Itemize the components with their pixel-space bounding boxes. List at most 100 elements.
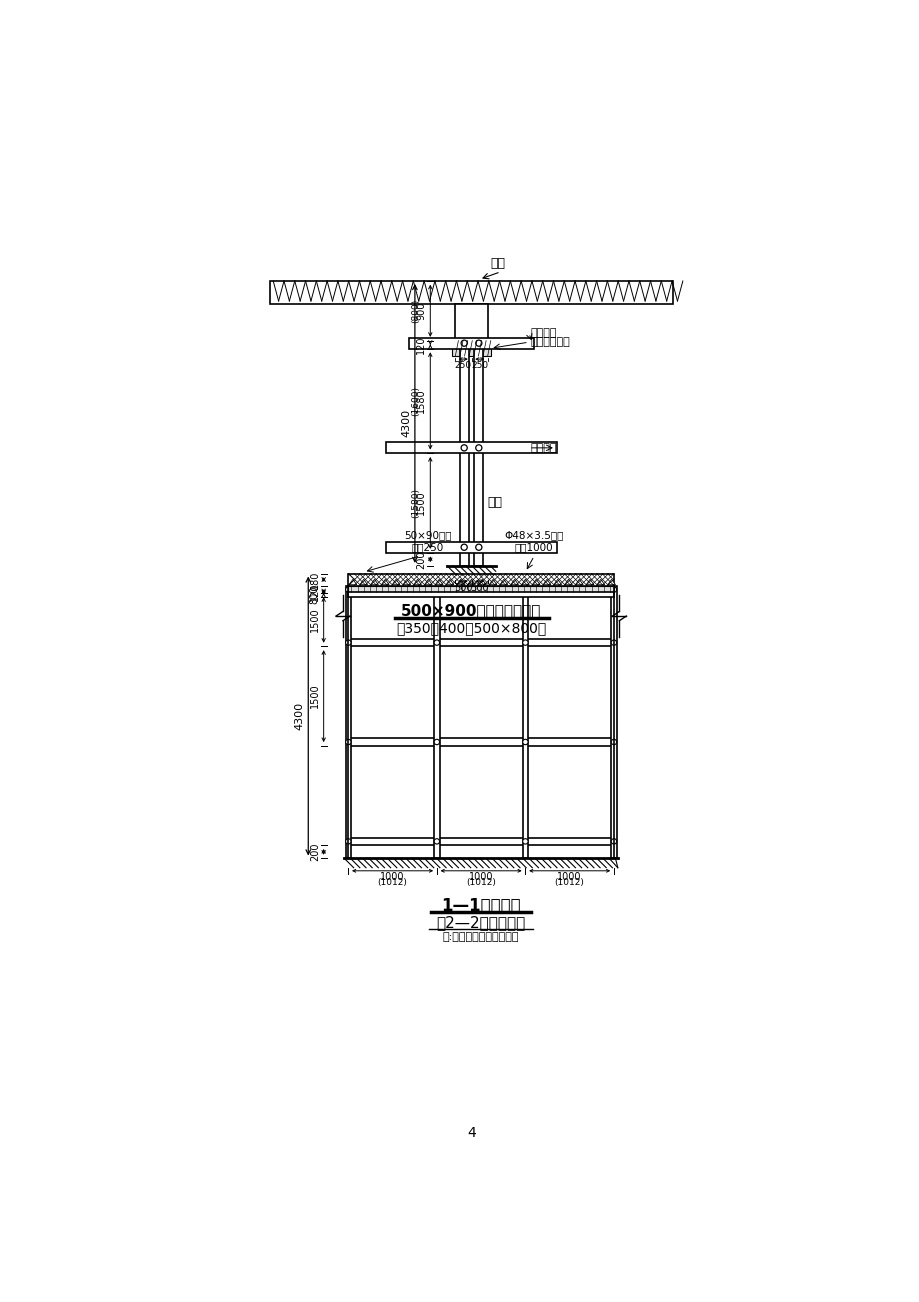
Text: 250: 250 — [454, 361, 471, 370]
Bar — [348, 738, 613, 746]
Circle shape — [346, 639, 351, 646]
Circle shape — [475, 445, 482, 450]
Polygon shape — [478, 579, 485, 585]
Text: (1600): (1600) — [411, 385, 420, 415]
Text: 4300: 4300 — [401, 409, 411, 437]
Circle shape — [522, 740, 528, 745]
Text: 120: 120 — [310, 582, 320, 600]
Text: （350、400、500×800）: （350、400、500×800） — [396, 621, 546, 635]
Polygon shape — [510, 579, 518, 585]
Polygon shape — [391, 579, 400, 585]
Polygon shape — [607, 579, 615, 585]
Text: 800: 800 — [310, 586, 320, 604]
Polygon shape — [574, 579, 583, 585]
Bar — [348, 586, 613, 594]
Polygon shape — [359, 579, 368, 585]
Circle shape — [610, 639, 616, 646]
Bar — [460, 341, 469, 566]
Polygon shape — [446, 579, 453, 585]
Polygon shape — [381, 579, 389, 585]
Text: (1012): (1012) — [554, 879, 584, 888]
Circle shape — [434, 639, 439, 646]
Polygon shape — [457, 579, 464, 585]
Text: 锂管小樞: 锂管小樞 — [530, 328, 556, 339]
Circle shape — [475, 544, 482, 551]
Text: 1500: 1500 — [310, 608, 320, 633]
Circle shape — [346, 587, 351, 592]
Polygon shape — [348, 579, 357, 585]
Text: 200: 200 — [416, 549, 426, 569]
Circle shape — [522, 838, 528, 844]
Polygon shape — [553, 579, 561, 585]
Text: 50×90方木
间距250: 50×90方木 间距250 — [403, 530, 451, 552]
Bar — [348, 574, 613, 586]
Polygon shape — [435, 579, 443, 585]
Bar — [348, 639, 613, 647]
Text: (800): (800) — [411, 298, 420, 323]
Polygon shape — [403, 579, 410, 585]
Polygon shape — [542, 579, 550, 585]
Text: 500×900梁底加固示意图: 500×900梁底加固示意图 — [401, 603, 541, 618]
Text: 立杆: 立杆 — [486, 496, 502, 509]
Circle shape — [522, 587, 528, 592]
Polygon shape — [467, 579, 475, 585]
Text: (1580): (1580) — [411, 488, 420, 518]
Bar — [348, 837, 613, 845]
Circle shape — [610, 740, 616, 745]
Circle shape — [610, 838, 616, 844]
Circle shape — [460, 340, 467, 346]
Text: 500: 500 — [470, 583, 489, 592]
Polygon shape — [564, 579, 572, 585]
Text: 梁底支托木枕: 梁底支托木枕 — [530, 337, 570, 348]
Bar — [610, 586, 616, 858]
Text: 4: 4 — [467, 1125, 475, 1139]
Bar — [473, 341, 482, 566]
Bar — [408, 337, 534, 349]
Polygon shape — [499, 579, 507, 585]
Text: 200: 200 — [310, 842, 320, 861]
Bar — [385, 443, 557, 453]
Bar — [348, 591, 613, 598]
Polygon shape — [532, 579, 539, 585]
Text: 础梁: 础梁 — [490, 258, 505, 271]
Text: 1000: 1000 — [469, 872, 493, 883]
Polygon shape — [424, 579, 432, 585]
Text: 1500: 1500 — [310, 684, 320, 708]
Text: 900: 900 — [416, 302, 426, 320]
Bar — [452, 341, 490, 355]
Polygon shape — [489, 579, 496, 585]
Text: 4300: 4300 — [294, 702, 304, 730]
Text: (1012): (1012) — [466, 879, 495, 888]
Polygon shape — [596, 579, 604, 585]
Circle shape — [522, 639, 528, 646]
Text: 250: 250 — [471, 361, 488, 370]
Bar — [270, 281, 672, 305]
Polygon shape — [521, 579, 528, 585]
Bar — [434, 586, 439, 858]
Polygon shape — [414, 579, 421, 585]
Text: Φ48×3.5锂管
间距1000: Φ48×3.5锂管 间距1000 — [504, 530, 563, 552]
Text: (1012): (1012) — [377, 879, 407, 888]
Text: （2—2剪板部位）: （2—2剪板部位） — [436, 915, 525, 930]
Text: 1000: 1000 — [380, 872, 404, 883]
Circle shape — [346, 838, 351, 844]
Text: 120: 120 — [416, 336, 426, 354]
Text: 500: 500 — [453, 583, 472, 592]
Circle shape — [610, 587, 616, 592]
Polygon shape — [370, 579, 378, 585]
Bar — [346, 586, 351, 858]
Bar — [348, 586, 613, 591]
Text: 1—1剪板部位: 1—1剪板部位 — [441, 897, 520, 915]
Circle shape — [460, 445, 467, 450]
Text: 1000: 1000 — [557, 872, 582, 883]
Polygon shape — [585, 579, 594, 585]
Circle shape — [475, 340, 482, 346]
Text: 1500: 1500 — [416, 491, 426, 516]
Bar — [454, 305, 488, 341]
Bar — [522, 586, 528, 858]
Circle shape — [434, 838, 439, 844]
Bar — [385, 542, 557, 552]
Text: 注:板底木枕沿后浇带设置: 注:板底木枕沿后浇带设置 — [442, 932, 519, 941]
Text: 1580: 1580 — [416, 388, 426, 413]
Circle shape — [434, 587, 439, 592]
